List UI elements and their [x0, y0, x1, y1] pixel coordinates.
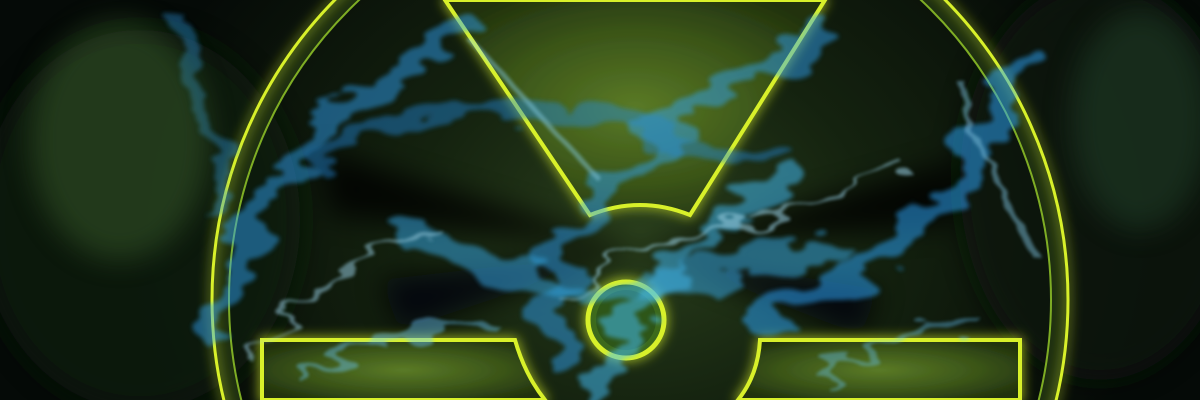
blue-flames — [172, 17, 1045, 400]
green-haze — [30, 10, 1200, 260]
trefoil-blades — [260, 0, 1022, 400]
